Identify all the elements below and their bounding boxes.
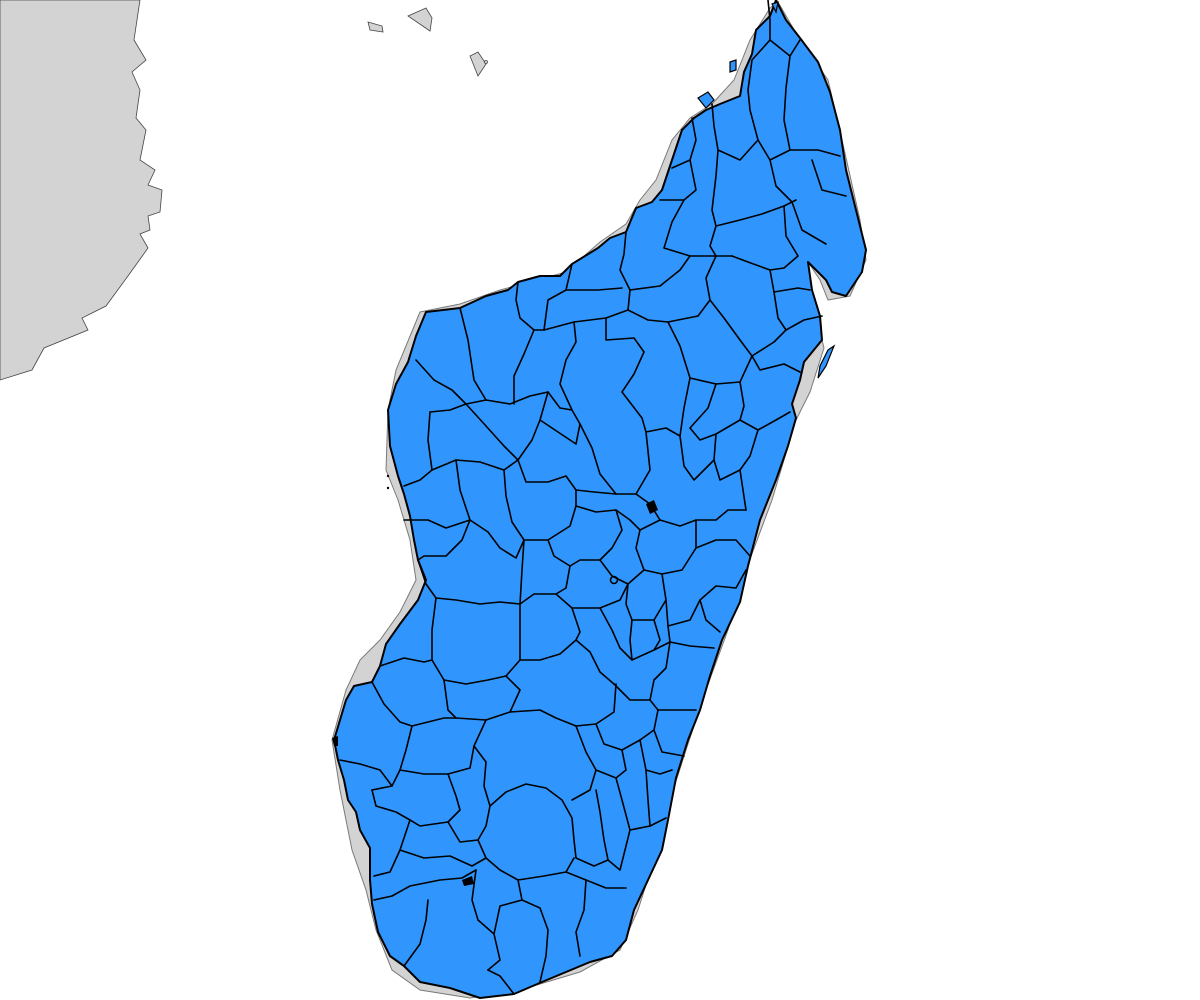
islet-north-2 xyxy=(771,1,779,14)
enclaves xyxy=(332,474,658,886)
islet-nosy-be xyxy=(697,91,715,109)
island-1 xyxy=(367,21,384,33)
islet-sainte-marie xyxy=(817,344,836,379)
madagascar-island xyxy=(333,0,867,999)
mainland-africa xyxy=(0,0,163,381)
island-2 xyxy=(407,7,433,32)
islet-north-1 xyxy=(729,59,737,73)
island-3 xyxy=(469,51,487,77)
district-borders xyxy=(339,0,847,995)
island-4 xyxy=(484,60,488,64)
